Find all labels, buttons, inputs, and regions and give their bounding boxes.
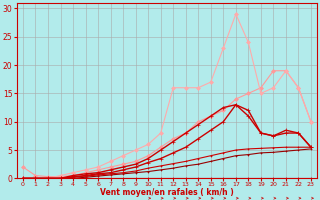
X-axis label: Vent moyen/en rafales ( km/h ): Vent moyen/en rafales ( km/h ): [100, 188, 234, 197]
